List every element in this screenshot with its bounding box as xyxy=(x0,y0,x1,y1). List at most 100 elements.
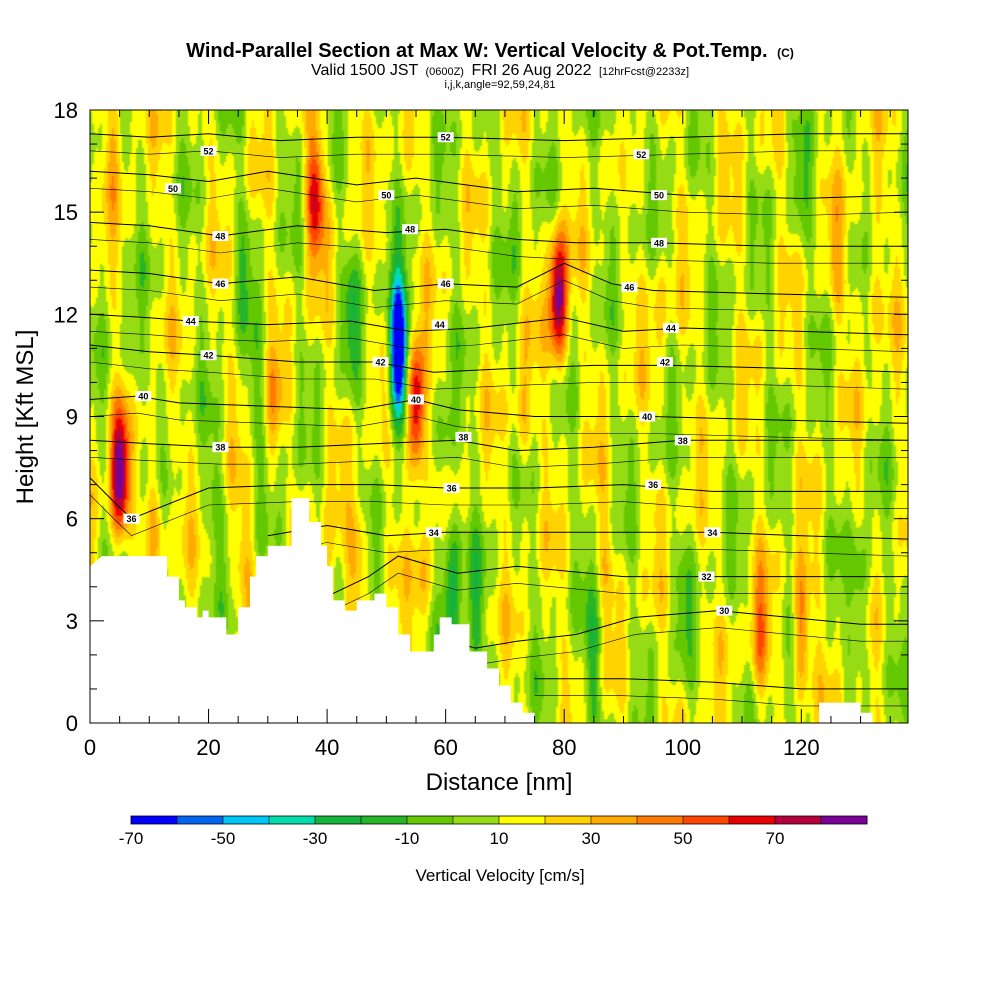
colorbar-swatch xyxy=(775,816,822,824)
contour-label: 48 xyxy=(405,225,415,235)
contour-label-bg xyxy=(716,605,733,616)
contour-label-bg xyxy=(372,357,389,368)
x-axis-label: Distance [nm] xyxy=(426,769,573,796)
contour-label-bg xyxy=(212,278,229,289)
x-tick-label: 80 xyxy=(552,735,576,760)
contour-label: 48 xyxy=(654,238,664,248)
contour-label-bg xyxy=(402,224,419,235)
contour-label: 42 xyxy=(660,358,670,368)
chart-subtitle: Valid 1500 JST (0600Z) FRI 26 Aug 2022 [… xyxy=(311,62,689,79)
contour-label: 50 xyxy=(381,191,391,201)
vertical-velocity-field xyxy=(90,110,908,723)
theta-contour-52 xyxy=(90,133,908,142)
contour-label-bg xyxy=(651,190,668,201)
chart-subtitle-indices: i,j,k,angle=92,59,24,81 xyxy=(444,79,555,91)
contour-label: 42 xyxy=(204,351,214,361)
y-axis-label: Height [Kft MSL] xyxy=(12,330,39,505)
colorbar-label: Vertical Velocity [cm/s] xyxy=(415,866,584,885)
contour-label-bg xyxy=(200,350,217,361)
x-tick-label: 120 xyxy=(783,735,820,760)
colorbar-tick-label: -10 xyxy=(395,829,420,848)
colorbar-swatch xyxy=(499,816,546,824)
terrain-mask xyxy=(90,498,908,723)
contour-label-bg xyxy=(123,513,140,524)
contour-label-bg xyxy=(378,190,395,201)
theta-contour-minor xyxy=(90,361,908,390)
contour-label-bg xyxy=(645,479,662,490)
x-tick-label: 60 xyxy=(433,735,457,760)
contour-label-bg xyxy=(212,442,229,453)
colorbar-tick-label: -50 xyxy=(211,829,236,848)
x-tick-label: 20 xyxy=(196,735,220,760)
contour-label: 38 xyxy=(678,436,688,446)
contour-label: 30 xyxy=(719,606,729,616)
theta-contour-32 xyxy=(332,555,908,595)
contour-label: 52 xyxy=(204,146,214,156)
contour-label-bg xyxy=(455,431,472,442)
contour-label-bg xyxy=(408,394,425,405)
colorbar-swatch xyxy=(821,816,868,824)
theta-contour-minor xyxy=(332,572,908,611)
contour-label: 44 xyxy=(435,320,445,330)
colorbar-tick-label: -30 xyxy=(303,829,328,848)
contour-label-bg xyxy=(698,571,715,582)
contour-label: 40 xyxy=(642,412,652,422)
contour-label: 34 xyxy=(707,528,717,538)
contour-label-bg xyxy=(212,231,229,242)
contour-label-bg xyxy=(443,483,460,494)
contour-label-bg xyxy=(135,391,152,402)
theta-contour-minor xyxy=(90,456,908,468)
theta-contour-48 xyxy=(90,221,908,247)
colorbar-tick-label: 30 xyxy=(582,829,601,848)
theta-contour-minor xyxy=(90,239,908,264)
contour-label-bg xyxy=(651,237,668,248)
contour-label: 48 xyxy=(215,232,225,242)
contour-label-bg xyxy=(437,278,454,289)
y-tick-label: 12 xyxy=(54,302,78,327)
theta-contour-minor xyxy=(90,279,908,315)
x-tick-label: 0 xyxy=(84,735,96,760)
contour-label: 46 xyxy=(441,279,451,289)
theta-contour-46 xyxy=(90,262,908,298)
contour-label: 40 xyxy=(411,395,421,405)
colorbar-tick-label: 70 xyxy=(766,829,785,848)
y-tick-label: 6 xyxy=(66,507,78,532)
contour-label: 50 xyxy=(168,184,178,194)
contour-label: 38 xyxy=(458,432,468,442)
contour-label-bg xyxy=(437,132,454,143)
contour-label-bg xyxy=(674,435,691,446)
theta-contour-minor xyxy=(267,542,908,557)
contour-label-bg xyxy=(639,411,656,422)
contour-label: 34 xyxy=(429,528,439,538)
theta-contour-30 xyxy=(439,610,908,649)
contour-label: 50 xyxy=(654,191,664,201)
theta-contour-minor xyxy=(439,627,908,666)
y-tick-label: 18 xyxy=(54,98,78,123)
title-suffix: (C) xyxy=(777,46,794,60)
contour-label-bg xyxy=(662,322,679,333)
contour-label: 52 xyxy=(636,150,646,160)
chart-title: Wind-Parallel Section at Max W: Vertical… xyxy=(186,40,794,62)
colorbar-swatch xyxy=(545,816,592,824)
theta-contour-42 xyxy=(90,344,908,373)
contour-label-bg xyxy=(200,145,217,156)
colorbar-swatch xyxy=(177,816,224,824)
contour-label: 44 xyxy=(666,323,676,333)
colorbar-tick-label: 50 xyxy=(674,829,693,848)
contour-label: 36 xyxy=(648,480,658,490)
y-tick-label: 15 xyxy=(54,200,78,225)
contour-label: 46 xyxy=(215,279,225,289)
contour-label: 52 xyxy=(441,133,451,143)
contour-label-bg xyxy=(621,282,638,293)
theta-contour-minor xyxy=(90,150,908,158)
theta-contour-minor xyxy=(90,187,908,216)
contour-label-bg xyxy=(425,527,442,538)
colorbar-swatch xyxy=(683,816,730,824)
contour-label: 40 xyxy=(138,392,148,402)
contour-label-bg xyxy=(164,183,181,194)
colorbar-swatch xyxy=(223,816,270,824)
theta-contour-28 xyxy=(534,678,908,690)
colorbar-swatch xyxy=(131,816,178,824)
contour-label: 36 xyxy=(126,514,136,524)
